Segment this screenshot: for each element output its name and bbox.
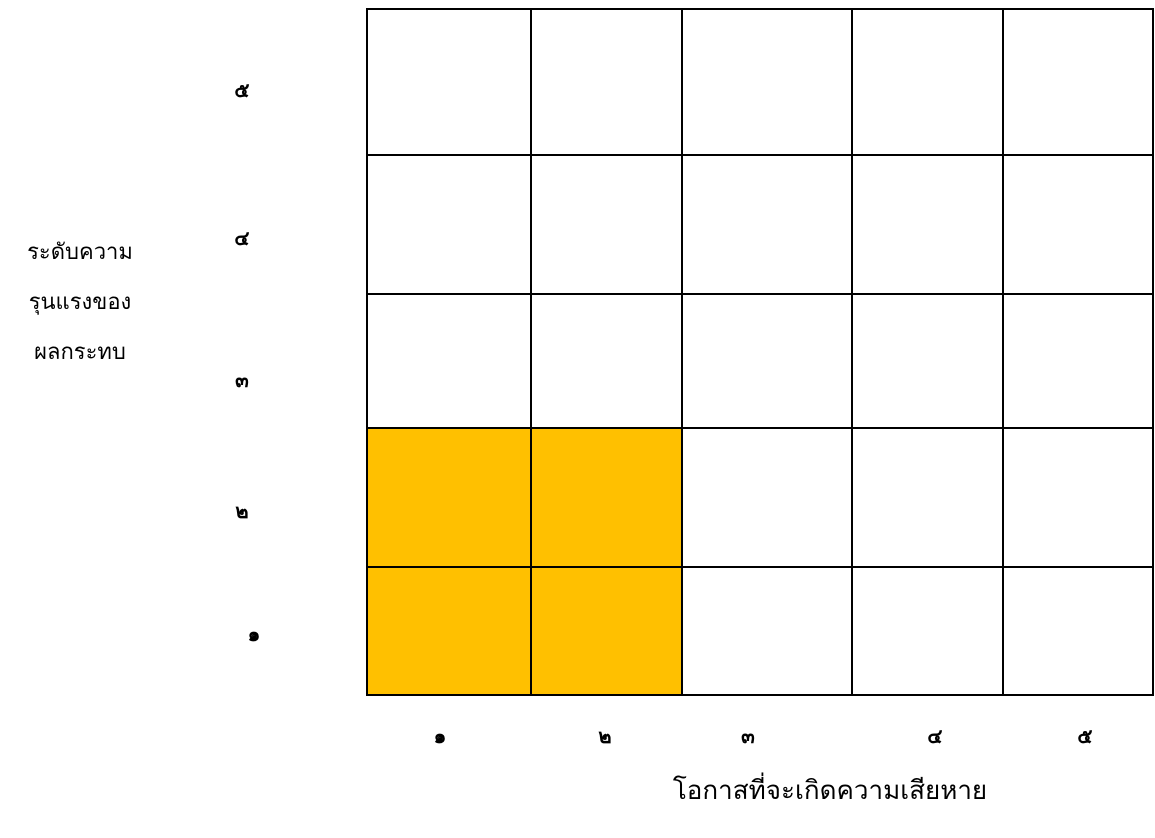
matrix-cell-l2-i1 [532, 568, 683, 694]
x-tick-2: ๒ [575, 720, 635, 752]
x-axis-label: โอกาสที่จะเกิดความเสียหาย [620, 770, 1040, 811]
matrix-cell-l3-i1 [683, 568, 853, 694]
y-tick-5: ๕ [222, 74, 262, 106]
matrix-cell-l5-i1 [1004, 568, 1152, 694]
risk-matrix-grid [366, 8, 1154, 696]
matrix-cell-l1-i5 [368, 10, 532, 156]
y-axis-label-line: รุนแรงของ [0, 278, 160, 328]
matrix-cell-l4-i2 [853, 429, 1004, 568]
y-axis-label: ระดับความ รุนแรงของ ผลกระทบ [0, 228, 160, 378]
matrix-cell-l1-i2 [368, 429, 532, 568]
matrix-cell-l2-i4 [532, 156, 683, 295]
matrix-cell-l3-i4 [683, 156, 853, 295]
x-tick-3: ๓ [718, 720, 778, 752]
matrix-cell-l5-i3 [1004, 295, 1152, 429]
matrix-cell-l4-i1 [853, 568, 1004, 694]
matrix-cell-l5-i5 [1004, 10, 1152, 156]
matrix-cell-l1-i4 [368, 156, 532, 295]
matrix-cell-l3-i2 [683, 429, 853, 568]
matrix-cell-l2-i3 [532, 295, 683, 429]
y-tick-1: ๑ [234, 618, 274, 650]
matrix-cell-l1-i3 [368, 295, 532, 429]
y-tick-3: ๓ [222, 364, 262, 396]
matrix-cell-l1-i1 [368, 568, 532, 694]
y-axis-label-line: ระดับความ [0, 228, 160, 278]
y-tick-2: ๒ [222, 495, 262, 527]
matrix-cell-l4-i5 [853, 10, 1004, 156]
matrix-cell-l3-i3 [683, 295, 853, 429]
y-axis-label-line: ผลกระทบ [0, 328, 160, 378]
matrix-cell-l4-i4 [853, 156, 1004, 295]
matrix-cell-l3-i5 [683, 10, 853, 156]
matrix-cell-l2-i5 [532, 10, 683, 156]
x-tick-1: ๑ [410, 720, 470, 752]
matrix-cell-l5-i2 [1004, 429, 1152, 568]
matrix-cell-l5-i4 [1004, 156, 1152, 295]
matrix-cell-l4-i3 [853, 295, 1004, 429]
x-tick-5: ๕ [1055, 720, 1115, 752]
y-tick-4: ๔ [222, 222, 262, 254]
x-tick-4: ๔ [905, 720, 965, 752]
matrix-cell-l2-i2 [532, 429, 683, 568]
